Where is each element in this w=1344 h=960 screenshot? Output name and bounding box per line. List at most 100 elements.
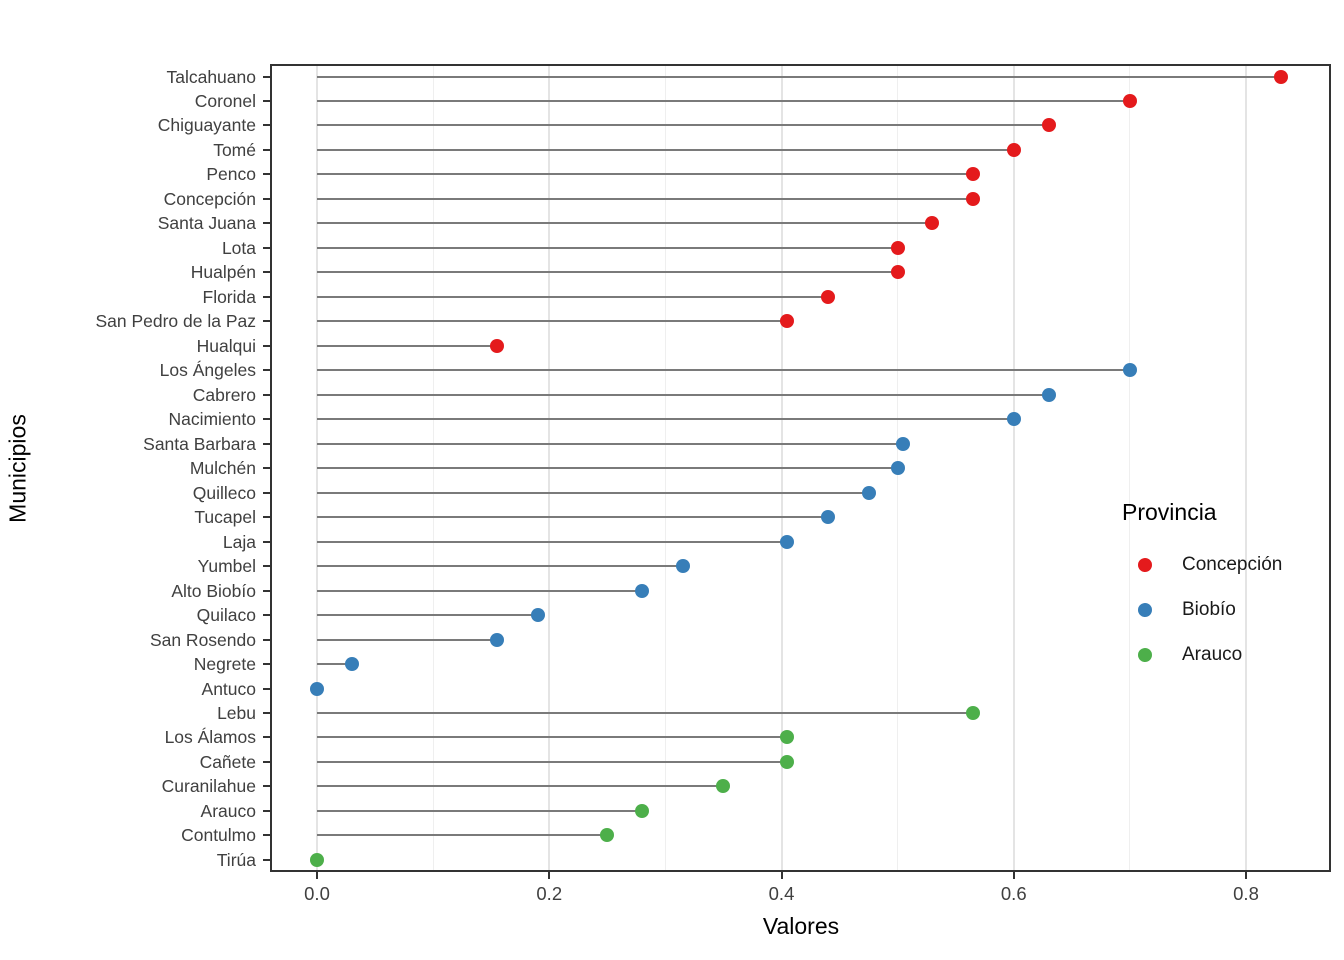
data-point: [890, 461, 905, 476]
lollipop-stem: [317, 614, 538, 617]
lollipop-stem: [317, 173, 974, 176]
y-tick: [263, 393, 270, 396]
x-tick: [316, 872, 318, 879]
x-tick: [1245, 872, 1247, 879]
y-tick: [263, 173, 270, 176]
data-point: [966, 167, 981, 182]
data-point: [1006, 142, 1021, 157]
y-tick-label: Contulmo: [181, 825, 256, 846]
data-point: [966, 705, 981, 720]
gridline-major: [1245, 66, 1247, 870]
data-point: [675, 559, 690, 574]
lollipop-stem: [317, 809, 643, 812]
gridline-major: [1012, 66, 1015, 870]
y-tick: [263, 369, 270, 372]
lollipop-stem: [317, 663, 352, 666]
lollipop-stem: [317, 711, 974, 714]
data-point: [1041, 118, 1056, 133]
y-tick: [263, 124, 270, 127]
legend-item-label: Biobío: [1182, 598, 1236, 620]
y-tick: [263, 442, 270, 445]
lollipop-stem: [317, 271, 898, 274]
y-tick: [263, 614, 270, 617]
gridline-minor: [1129, 66, 1131, 870]
y-tick: [263, 687, 270, 690]
data-point: [780, 534, 795, 549]
y-tick: [263, 809, 270, 812]
x-axis-title: Valores: [762, 913, 840, 939]
y-tick-label: Arauco: [200, 800, 256, 821]
data-point: [1122, 93, 1137, 108]
y-tick: [263, 736, 270, 739]
lollipop-stem: [317, 320, 788, 323]
y-tick: [263, 418, 270, 421]
lollipop-stem: [317, 760, 788, 763]
y-tick: [263, 663, 270, 666]
y-tick-label: Tucapel: [194, 507, 256, 528]
y-tick: [263, 271, 270, 274]
y-tick-label: Cañete: [199, 751, 256, 772]
legend-title: Provincia: [1122, 499, 1217, 525]
lollipop-stem: [317, 197, 974, 200]
data-point: [716, 779, 731, 794]
data-point: [896, 436, 911, 451]
lollipop-stem: [317, 834, 608, 837]
y-tick: [263, 75, 270, 78]
data-point: [310, 681, 324, 696]
y-tick-label: Tirúa: [216, 849, 256, 870]
data-point: [780, 754, 795, 769]
y-tick-label: Mulchén: [189, 458, 256, 479]
data-point: [310, 852, 324, 867]
y-tick: [263, 858, 270, 861]
data-point: [489, 338, 504, 353]
y-tick-label: Los Ángeles: [159, 360, 256, 381]
y-tick-label: Santa Barbara: [143, 433, 256, 454]
y-tick: [263, 491, 270, 494]
plot-panel: [270, 64, 1331, 872]
y-tick-label: Curanilahue: [161, 776, 256, 797]
lollipop-stem: [317, 589, 643, 592]
x-tick: [1012, 872, 1015, 879]
x-tick-label: 0.8: [1233, 883, 1259, 904]
lollipop-stem: [317, 75, 1281, 78]
lollipop-stem: [317, 99, 1130, 102]
lollipop-stem: [317, 344, 497, 347]
lollipop-stem: [317, 369, 1130, 372]
y-tick: [263, 246, 270, 249]
data-point: [635, 803, 650, 818]
lollipop-stem: [317, 467, 898, 470]
y-tick: [263, 467, 270, 470]
lollipop-stem: [317, 222, 933, 225]
lollipop-stem: [317, 491, 869, 494]
y-tick-label: Quilaco: [196, 605, 256, 626]
data-point: [820, 289, 835, 304]
y-tick-label: Cabrero: [192, 384, 256, 405]
data-point: [890, 240, 905, 255]
data-point: [1273, 69, 1288, 84]
y-tick: [263, 295, 270, 298]
x-tick-label: 0.6: [1000, 883, 1027, 904]
y-tick-label: Alto Biobío: [171, 580, 256, 601]
lollipop-stem: [317, 516, 828, 519]
y-tick: [263, 99, 270, 102]
legend-item: Biobío: [1122, 587, 1282, 632]
lollipop-stem: [317, 295, 828, 298]
lollipop-stem: [317, 540, 788, 543]
data-point: [1006, 412, 1021, 427]
legend-item-label: Arauco: [1182, 643, 1243, 665]
y-tick-label: Talcahuano: [166, 66, 256, 87]
y-tick-label: Lebu: [217, 702, 256, 723]
data-point: [925, 216, 940, 231]
y-tick-label: Chiguayante: [157, 115, 256, 136]
lollipop-stem: [317, 565, 683, 568]
data-point: [820, 510, 835, 525]
y-tick-label: Concepción: [163, 188, 256, 209]
y-tick: [263, 638, 270, 641]
y-tick: [263, 320, 270, 323]
y-tick: [263, 711, 270, 714]
y-tick-label: Antuco: [201, 678, 256, 699]
data-point: [600, 828, 615, 843]
y-tick-label: San Rosendo: [149, 629, 256, 650]
lollipop-stem: [317, 736, 788, 739]
